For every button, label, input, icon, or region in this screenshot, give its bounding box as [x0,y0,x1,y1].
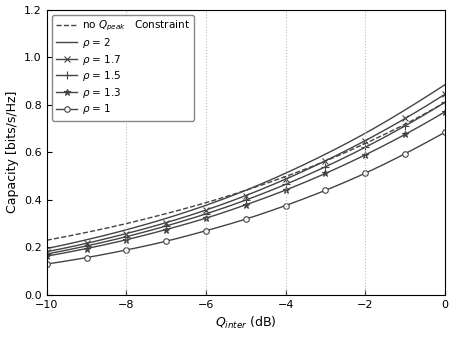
X-axis label: $Q_{inter}$ (dB): $Q_{inter}$ (dB) [215,315,276,332]
Legend: no $Q_{peak}$   Constraint, $\rho$ = 2, $\rho$ = 1.7, $\rho$ = 1.5, $\rho$ = 1.3: no $Q_{peak}$ Constraint, $\rho$ = 2, $\… [52,15,194,121]
Y-axis label: Capacity [bits/s/Hz]: Capacity [bits/s/Hz] [5,91,19,213]
